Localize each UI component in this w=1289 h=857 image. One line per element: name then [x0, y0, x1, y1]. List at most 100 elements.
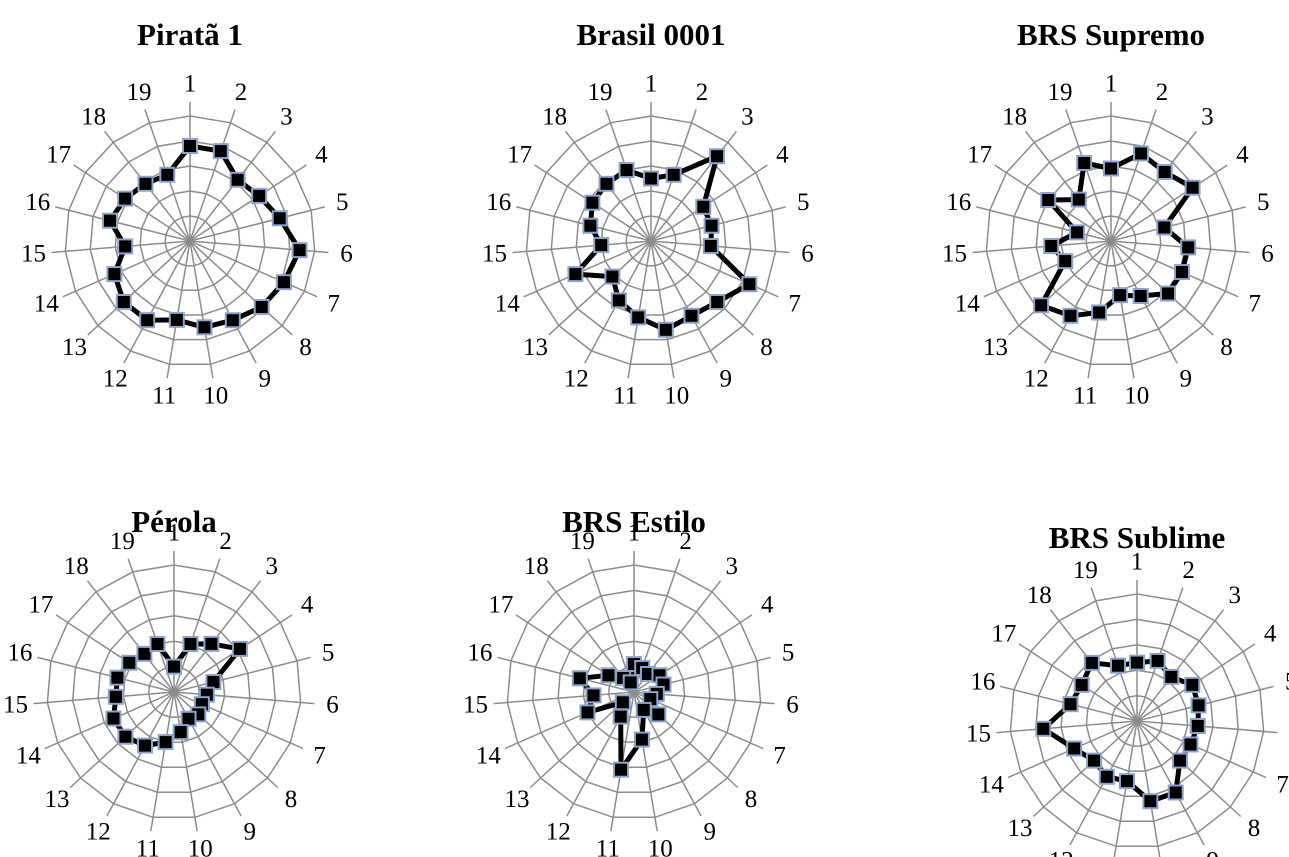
data-point-marker	[683, 307, 700, 324]
data-point-marker	[610, 292, 627, 309]
chart-title: Brasil 0001	[577, 17, 726, 52]
data-point-marker	[1129, 654, 1145, 671]
grid-ring	[164, 215, 216, 267]
spoke-label: 4	[761, 592, 774, 619]
data-point-marker	[166, 658, 182, 675]
data-point-marker	[1073, 676, 1090, 693]
grid-ring	[1110, 694, 1164, 747]
spoke-label: 2	[679, 528, 692, 555]
grid-spoke	[173, 691, 198, 832]
chart-title: BRS Sublime	[1049, 520, 1226, 555]
data-point-marker	[702, 238, 719, 254]
spoke-label: 3	[741, 104, 754, 131]
data-point-marker	[600, 667, 617, 684]
spoke-label: 1	[1131, 549, 1144, 576]
data-point-marker	[1172, 752, 1188, 769]
grid-ring	[1009, 593, 1265, 848]
grid-spoke	[497, 656, 635, 693]
spoke-label: 5	[336, 189, 349, 216]
data-point-marker	[1119, 773, 1135, 790]
spoke-label: 17	[507, 142, 532, 169]
data-point-marker	[115, 294, 132, 310]
spoke-label: 5	[1257, 189, 1270, 216]
data-point-marker	[275, 274, 292, 291]
grid-ring	[71, 589, 277, 793]
grid-ring	[557, 615, 711, 768]
grid-spoke	[1090, 587, 1138, 722]
chart-title: BRS Supremo	[1017, 17, 1205, 52]
data-point-marker	[1069, 224, 1086, 241]
data-point-marker	[1091, 304, 1108, 321]
spoke-label: 14	[495, 291, 521, 318]
spoke-label: 3	[265, 553, 278, 580]
data-point-marker	[107, 688, 124, 705]
grid-spoke	[512, 240, 652, 254]
data-point-marker	[117, 728, 134, 745]
spoke-label: 9	[719, 366, 732, 393]
grid-spoke	[523, 240, 652, 298]
spoke-label: 12	[1024, 366, 1049, 393]
grid-spoke	[1065, 109, 1112, 242]
grid-spoke	[983, 240, 1112, 298]
data-point-marker	[180, 710, 197, 727]
grid-spoke	[1136, 720, 1267, 779]
data-point-marker	[604, 268, 621, 285]
spoke-label: 10	[664, 382, 689, 409]
grid-spoke	[189, 164, 307, 242]
spoke-label: 4	[315, 142, 328, 169]
grid-ring	[64, 115, 316, 366]
grid-ring	[985, 115, 1237, 366]
spoke-label: 14	[955, 291, 981, 318]
spoke-label: 15	[966, 721, 991, 748]
spoke-label: 15	[463, 692, 488, 719]
grid-spoke	[1110, 130, 1197, 242]
spoke-label: 11	[1073, 382, 1097, 409]
spoke-label: 12	[1049, 847, 1074, 857]
spoke-label: 5	[322, 640, 335, 667]
grid-ring	[89, 140, 291, 341]
spoke-label: 14	[16, 742, 42, 769]
data-point-marker	[630, 309, 647, 326]
spoke-label: 17	[991, 621, 1016, 648]
spoke-label: 14	[34, 291, 60, 318]
data-point-marker	[229, 171, 246, 188]
spoke-label: 11	[596, 835, 620, 857]
spoke-label: 9	[1179, 366, 1192, 393]
grid-spoke	[86, 580, 175, 693]
grid-ring	[1060, 644, 1214, 797]
data-point-marker	[137, 175, 154, 192]
data-point-marker	[253, 299, 270, 315]
data-point-marker	[1062, 307, 1079, 324]
data-point-marker	[1180, 239, 1197, 256]
data-point-marker	[582, 217, 599, 234]
spoke-label: 2	[1156, 79, 1169, 106]
data-point-marker	[1062, 696, 1079, 713]
data-point-marker	[172, 724, 189, 741]
data-point-marker	[593, 237, 610, 254]
spoke-label: 15	[3, 692, 28, 719]
data-point-marker	[182, 636, 199, 652]
data-point-marker	[1033, 297, 1050, 314]
grid-spoke	[150, 691, 175, 832]
grid-spoke	[87, 240, 191, 336]
grid-ring	[147, 665, 201, 718]
chart-title: Pérola	[131, 504, 217, 539]
grid-spoke	[650, 240, 718, 364]
spoke-label: 9	[1206, 847, 1219, 857]
data-point-marker	[622, 674, 639, 691]
data-point-marker	[1184, 179, 1201, 196]
spoke-label: 1	[628, 520, 641, 547]
data-point-marker	[1182, 736, 1199, 753]
grid-spoke	[37, 656, 175, 693]
data-point-marker	[1035, 720, 1052, 737]
spoke-label: 8	[299, 334, 312, 361]
data-point-marker	[136, 645, 153, 662]
grid-spoke	[189, 240, 257, 364]
spoke-label: 9	[703, 818, 716, 845]
spoke-label: 18	[1027, 582, 1052, 609]
grid-spoke	[189, 240, 293, 336]
spoke-label: 8	[1248, 815, 1261, 842]
grid-ring	[1085, 215, 1137, 267]
